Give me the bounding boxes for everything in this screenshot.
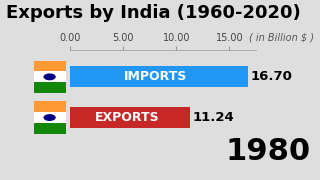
Text: EXPORTS: EXPORTS [95,111,160,124]
Text: IMPORTS: IMPORTS [124,70,187,83]
Text: ( in Billion $ ): ( in Billion $ ) [249,32,314,42]
Bar [70,107,190,128]
Text: 11.24: 11.24 [192,111,234,124]
Bar [70,66,247,87]
Text: Exports by India (1960-2020): Exports by India (1960-2020) [6,4,301,22]
Text: 1980: 1980 [225,137,310,166]
Text: 16.70: 16.70 [250,70,292,83]
